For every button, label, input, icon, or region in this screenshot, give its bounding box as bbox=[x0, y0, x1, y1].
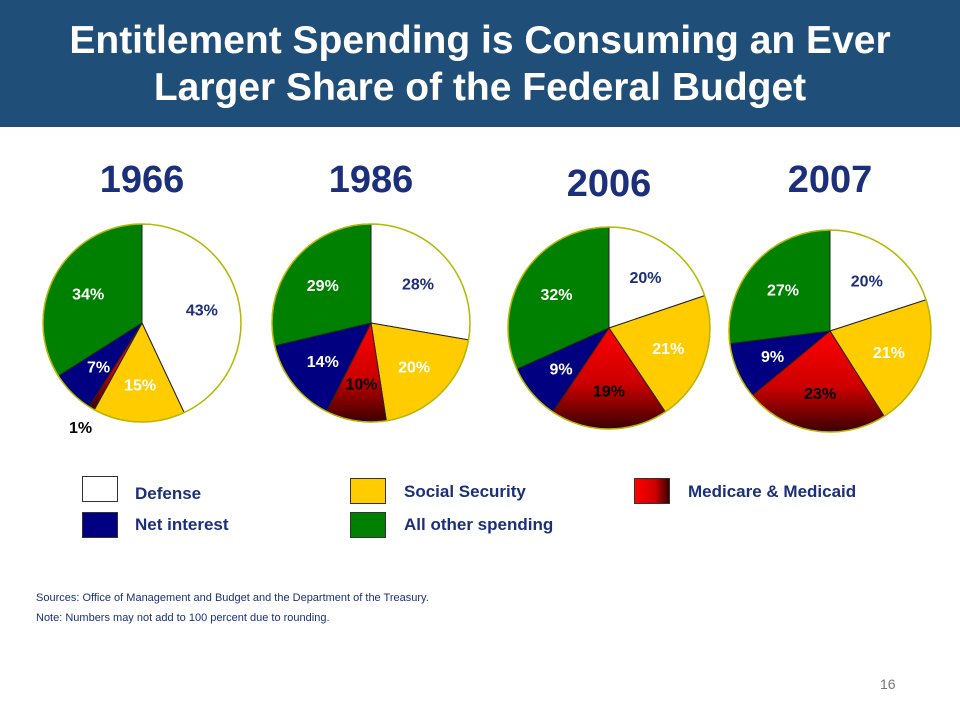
year-label-1986: 1986 bbox=[329, 159, 414, 201]
pie-label-2006-medicare-medicaid: 19% bbox=[593, 384, 625, 401]
pie-label-2007-net-interest: 9% bbox=[761, 349, 784, 366]
pie-label-1986-defense: 28% bbox=[402, 277, 434, 294]
pie-label-1986-social-security: 20% bbox=[398, 360, 430, 377]
pie-label-1986-net-interest: 14% bbox=[307, 354, 339, 371]
legend-swatch-defense bbox=[82, 476, 118, 502]
legend-label-medicare-medicaid: Medicare & Medicaid bbox=[688, 482, 857, 501]
year-label-2007: 2007 bbox=[788, 159, 873, 201]
legend-swatch-all-other bbox=[350, 512, 386, 538]
pie-label-1966-social-security: 15% bbox=[124, 377, 156, 394]
year-label-2006: 2006 bbox=[567, 163, 652, 205]
pie-rim-1966 bbox=[42, 223, 242, 423]
pie-label-2007-all-other-spending: 27% bbox=[767, 283, 799, 300]
page-title: Entitlement Spending is Consuming an Eve… bbox=[69, 18, 891, 109]
legend-label-net-interest: Net interest bbox=[135, 515, 229, 534]
pie-label-2006-defense: 20% bbox=[629, 270, 661, 287]
pie-label-2006-all-other-spending: 32% bbox=[540, 287, 572, 304]
pie-label-1966-defense: 43% bbox=[186, 303, 218, 320]
legend-label-social-security: Social Security bbox=[404, 482, 526, 501]
legend-label-defense: Defense bbox=[135, 484, 202, 503]
pie-label-2007-medicare-medicaid: 23% bbox=[804, 386, 836, 403]
pie-rim-2007 bbox=[728, 229, 932, 433]
pie-label-1986-medicare-medicaid: 10% bbox=[345, 377, 377, 394]
pie-label-1966-all-other-spending: 34% bbox=[72, 286, 104, 303]
pie-label-2006-net-interest: 9% bbox=[550, 361, 573, 378]
pie-label-2006-social-security: 21% bbox=[652, 341, 684, 358]
title-bar: Entitlement Spending is Consuming an Eve… bbox=[0, 0, 960, 127]
sources-note: Sources: Office of Management and Budget… bbox=[36, 592, 429, 604]
legend-swatch-medicare-medicaid bbox=[634, 478, 670, 504]
pie-label-2007-social-security: 21% bbox=[873, 345, 905, 362]
pie-rim-2006 bbox=[507, 226, 711, 430]
page-number: 16 bbox=[880, 676, 896, 692]
year-label-1966: 1966 bbox=[100, 159, 185, 201]
legend-swatch-social-security bbox=[350, 478, 386, 504]
rounding-note: Note: Numbers may not add to 100 percent… bbox=[36, 612, 330, 624]
pie-label-1986-all-other-spending: 29% bbox=[307, 278, 339, 295]
legend-swatch-net-interest bbox=[82, 512, 118, 538]
legend-label-all-other: All other spending bbox=[404, 515, 554, 534]
pie-label-1966-net-interest: 7% bbox=[87, 359, 110, 376]
pie-label-2007-defense: 20% bbox=[851, 273, 883, 290]
pie-rim-1986 bbox=[271, 223, 471, 423]
pie-label-1966-medicare-medicaid: 1% bbox=[69, 420, 92, 437]
